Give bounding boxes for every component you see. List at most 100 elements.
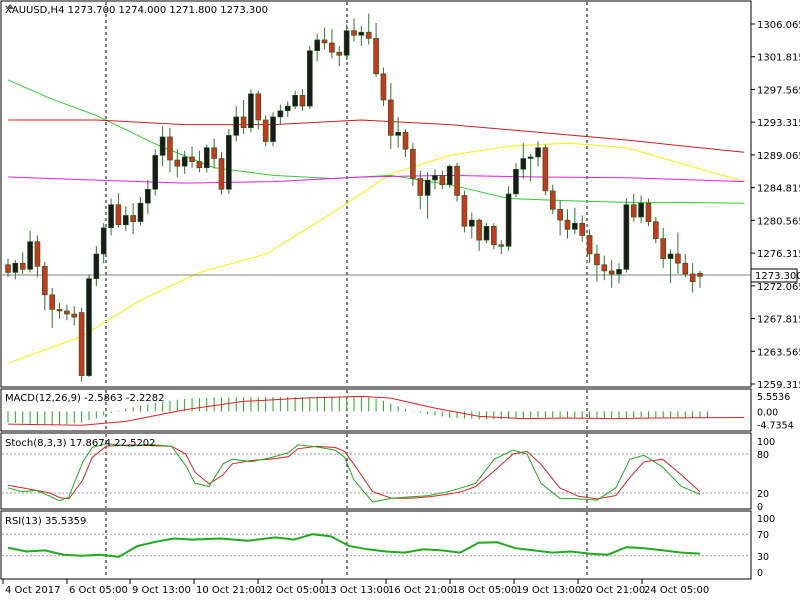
time-tick-label: 6 Oct 05:00 [69, 585, 128, 596]
candle-bear [255, 93, 262, 121]
candle-bear [645, 202, 652, 222]
candle-bear [549, 190, 556, 210]
candle-bull [446, 165, 453, 185]
candle-bear [78, 312, 85, 376]
time-axis: 4 Oct 2017 6 Oct 05:00 9 Oct 13:00 10 Oct 2… [2, 579, 709, 596]
candle-bear [365, 31, 372, 39]
candle-bull [137, 202, 144, 222]
candle-bear [71, 313, 78, 318]
stoch-tick-label: 0 [757, 502, 763, 513]
candle-bear [380, 73, 387, 101]
candle-bear [653, 221, 659, 239]
candle-bull [159, 136, 166, 156]
stochastic-lines [2, 443, 750, 503]
rsi-tick-label: 70 [757, 530, 769, 541]
macd-panel[interactable] [0, 388, 752, 432]
candle-bull [505, 193, 512, 247]
candle-bull [203, 147, 210, 169]
candle-bull [424, 179, 431, 196]
candle-bear [660, 238, 666, 259]
candle-bear [454, 165, 460, 196]
period-separators [105, 2, 588, 578]
candle-bear [476, 219, 482, 241]
candle-bear [586, 235, 593, 255]
candle-bull [27, 241, 33, 270]
candle-bull [468, 219, 475, 227]
price-panel[interactable] [0, 0, 752, 388]
candle-bear [564, 219, 571, 230]
candle-bear [697, 272, 703, 277]
candle-bear [321, 39, 328, 44]
candle-bear [689, 273, 696, 282]
candle-bull [100, 227, 107, 255]
candle-bull [616, 269, 622, 275]
candle-bull [483, 225, 490, 241]
symbol-header: XAUUSD,H4 1273.700 1274.000 1271.800 127… [5, 5, 268, 16]
time-tick-label: 12 Oct 05:00 [260, 585, 325, 596]
candle-bear [64, 310, 70, 315]
time-tick-label: 20 Oct 21:00 [580, 585, 645, 596]
moving-average-line [8, 119, 745, 153]
time-tick-label: 18 Oct 05:00 [452, 585, 517, 596]
time-tick-label: 10 Oct 21:00 [196, 585, 261, 596]
price-tick-label: 1289.065 [757, 151, 800, 162]
candle-bear [5, 264, 11, 273]
price-tick-label: 1263.565 [757, 347, 800, 358]
macd-tick-label: 0.00 [757, 407, 778, 418]
stoch-signal-line [7, 444, 701, 500]
candle-bull [343, 30, 350, 56]
price-tick-label: 1280.565 [757, 216, 800, 227]
candle-bull [292, 95, 298, 107]
candle-bear [630, 204, 637, 218]
candle-bear [439, 175, 446, 185]
time-tick-label: 19 Oct 13:00 [516, 585, 581, 596]
candle-bear [174, 159, 181, 167]
stoch-panel[interactable] [0, 432, 752, 510]
price-tick-label: 1284.815 [757, 184, 800, 195]
candle-bear [682, 262, 689, 275]
macd-axis: 5.5536 0.00 -4.7354 [757, 392, 794, 431]
candle-bull [233, 116, 240, 136]
candle-bear [115, 204, 122, 226]
candle-bull [86, 278, 92, 376]
candle-bull [314, 39, 320, 51]
candle-bull [152, 155, 159, 190]
rsi-panel[interactable] [0, 510, 752, 580]
candle-bear [608, 270, 615, 275]
candle-bull [638, 202, 644, 218]
stoch-axis: 100 80 20 0 [757, 437, 775, 513]
candle-bull [307, 50, 313, 107]
stoch-main-line [7, 443, 701, 503]
price-tick-label: 1276.315 [757, 249, 800, 260]
candle-bull [248, 93, 254, 128]
candle-bear [461, 195, 468, 227]
candle-bear [373, 38, 379, 75]
candle-bull [108, 204, 114, 229]
candle-bear [601, 264, 608, 272]
price-tick-label: 1297.565 [757, 85, 800, 96]
candle-bull [122, 215, 129, 226]
candle-bear [211, 147, 217, 159]
candle-bull [12, 262, 19, 273]
macd-histogram [7, 395, 745, 426]
candle-bull [226, 135, 232, 190]
moving-average-line [7, 174, 745, 184]
price-tick-label: 1301.815 [757, 53, 800, 64]
candle-bull [93, 253, 100, 279]
candle-bull [181, 156, 188, 167]
moving-average-line [7, 142, 745, 364]
collapse-arrow-icon[interactable] [6, 4, 14, 9]
time-tick-label: 13 Oct 13:00 [324, 585, 389, 596]
candle-bull [513, 168, 519, 195]
candle-bull [358, 31, 365, 36]
candle-bear [196, 161, 203, 169]
candle-bull [277, 110, 284, 118]
candle-bear [417, 178, 424, 196]
candle-bear [542, 147, 549, 192]
candle-bear [34, 241, 41, 267]
candle-bull [520, 158, 527, 170]
candle-bear [42, 265, 48, 296]
macd-signal-line [7, 395, 745, 426]
stoch-tick-label: 80 [757, 450, 769, 461]
